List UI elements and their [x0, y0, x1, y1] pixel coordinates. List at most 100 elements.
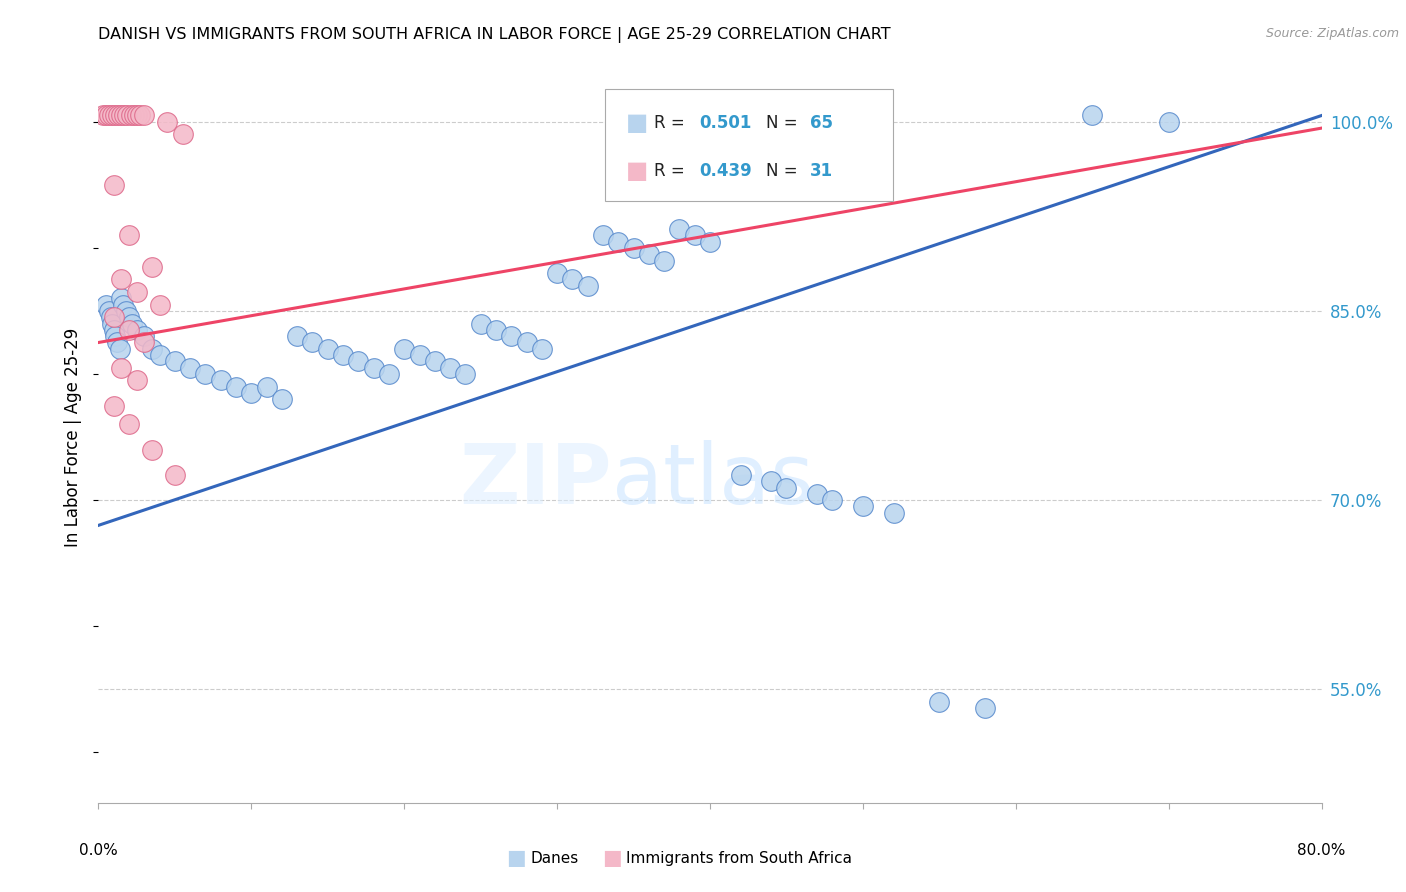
Text: Immigrants from South Africa: Immigrants from South Africa [626, 851, 852, 865]
Text: 80.0%: 80.0% [1298, 843, 1346, 858]
Point [332, 348, 354, 362]
Point [485, 323, 508, 337]
Point [120, 108, 142, 122]
Point [470, 317, 492, 331]
Point [163, 354, 186, 368]
Text: ■: ■ [626, 112, 648, 135]
Point [638, 247, 661, 261]
Text: N =: N = [766, 162, 803, 180]
Point [392, 342, 416, 356]
Point [118, 417, 141, 432]
Point [209, 373, 232, 387]
Y-axis label: In Labor Force | Age 25-29: In Labor Force | Age 25-29 [65, 327, 83, 547]
Point [104, 329, 127, 343]
Point [94, 298, 117, 312]
Point [128, 108, 150, 122]
Point [125, 323, 148, 337]
Point [256, 379, 278, 393]
Point [141, 442, 163, 457]
Point [118, 310, 141, 325]
Point [301, 335, 323, 350]
Point [225, 379, 247, 393]
Text: 0.501: 0.501 [699, 114, 751, 132]
Point [117, 108, 139, 122]
Point [668, 222, 690, 236]
Point [316, 342, 339, 356]
Point [101, 317, 124, 331]
Point [1157, 115, 1180, 129]
Text: ■: ■ [626, 160, 648, 183]
Point [408, 348, 430, 362]
Point [576, 278, 599, 293]
Point [883, 506, 905, 520]
Point [134, 329, 156, 343]
Point [101, 108, 124, 122]
Point [98, 108, 121, 122]
Point [163, 467, 186, 482]
Point [107, 108, 129, 122]
Point [806, 487, 828, 501]
Point [112, 108, 135, 122]
Point [652, 253, 675, 268]
Point [974, 701, 997, 715]
Text: 31: 31 [810, 162, 832, 180]
Text: atlas: atlas [612, 441, 814, 522]
Point [423, 354, 446, 368]
Point [98, 304, 121, 318]
Point [270, 392, 294, 407]
Point [94, 108, 117, 122]
Point [156, 115, 179, 129]
Point [454, 367, 477, 381]
Point [149, 298, 172, 312]
Point [623, 241, 645, 255]
Point [103, 310, 125, 325]
Point [103, 399, 125, 413]
Point [103, 323, 125, 337]
Point [730, 467, 752, 482]
Point [561, 272, 583, 286]
Point [118, 228, 141, 243]
Text: ■: ■ [602, 848, 621, 868]
Point [110, 272, 132, 286]
Point [516, 335, 538, 350]
Point [108, 342, 131, 356]
Text: ZIP: ZIP [460, 441, 612, 522]
Point [125, 285, 148, 299]
Point [347, 354, 370, 368]
Point [363, 360, 385, 375]
Point [105, 335, 128, 350]
Point [110, 108, 132, 122]
Point [149, 348, 172, 362]
Point [104, 108, 127, 122]
Point [125, 108, 148, 122]
Point [530, 342, 553, 356]
Point [683, 228, 706, 243]
Point [821, 493, 844, 508]
Text: 65: 65 [810, 114, 832, 132]
Text: 0.439: 0.439 [699, 162, 752, 180]
Point [240, 386, 263, 401]
Point [134, 335, 156, 350]
Point [125, 373, 148, 387]
Point [179, 360, 201, 375]
Point [141, 260, 163, 274]
Point [141, 342, 163, 356]
Point [761, 474, 783, 488]
Text: ■: ■ [506, 848, 526, 868]
Point [928, 695, 950, 709]
Point [121, 317, 143, 331]
Text: R =: R = [654, 162, 690, 180]
Point [775, 481, 797, 495]
Point [110, 291, 132, 305]
Text: N =: N = [766, 114, 803, 132]
Point [118, 323, 141, 337]
Point [110, 360, 132, 375]
Point [378, 367, 401, 381]
Point [115, 304, 138, 318]
Point [439, 360, 461, 375]
Point [546, 266, 568, 280]
Point [100, 310, 122, 325]
Point [501, 329, 523, 343]
Text: R =: R = [654, 114, 690, 132]
Point [592, 228, 614, 243]
